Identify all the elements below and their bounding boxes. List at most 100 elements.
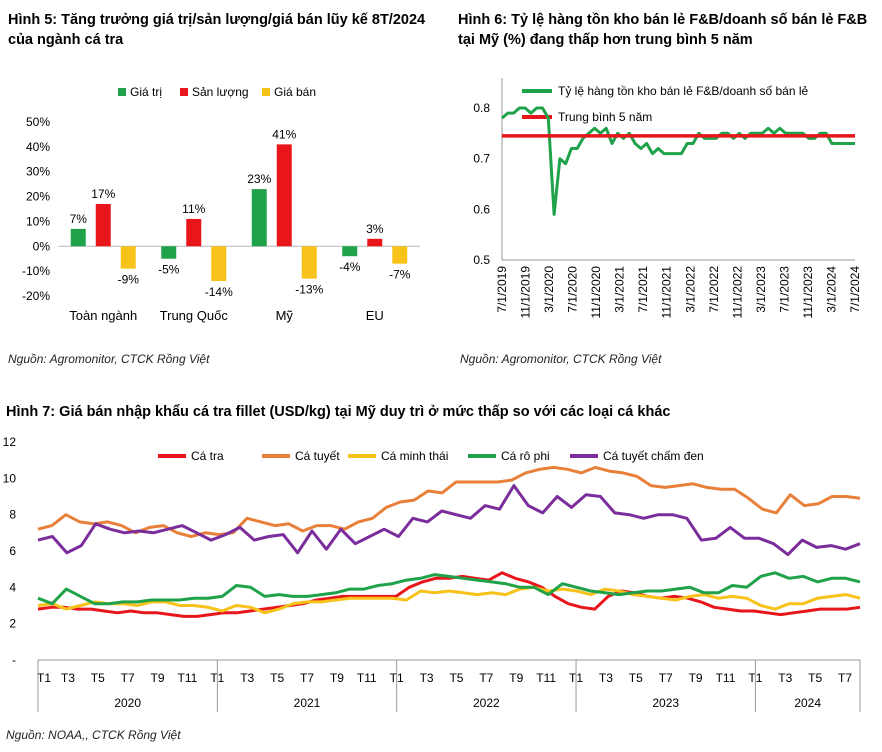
fig5-legend-swatch <box>118 88 126 96</box>
fig5-ytick: -20% <box>22 289 50 303</box>
fig5-ytick: -10% <box>22 264 50 278</box>
fig5-category-label: Mỹ <box>276 308 294 323</box>
fig7-series-line <box>37 484 861 557</box>
fig7-xtick: T11 <box>357 671 377 685</box>
fig7-legend-label: Cá minh thái <box>381 449 448 463</box>
fig5-bar <box>120 246 136 269</box>
fig6-xtick: 3/1/2021 <box>613 266 627 313</box>
fig5-bar <box>211 246 227 282</box>
fig6-xtick: 7/1/2024 <box>848 266 862 313</box>
fig6-ytick: 0.8 <box>473 101 490 115</box>
fig7-legend-label: Cá tra <box>191 449 224 463</box>
fig7-xtick: T9 <box>509 671 523 685</box>
fig7-xtick: T5 <box>91 671 105 685</box>
fig5-bar <box>186 218 202 247</box>
fig7-xtick: T9 <box>151 671 165 685</box>
fig6-xtick: 11/1/2020 <box>589 266 603 319</box>
fig5-title: Hình 5: Tăng trưởng giá trị/sản lượng/gi… <box>8 12 426 48</box>
fig5-legend-swatch <box>262 88 270 96</box>
fig6-source: Nguồn: Agromonitor, CTCK Rồng Việt <box>460 352 662 366</box>
fig6-ratio-line <box>501 106 855 216</box>
fig7-series-line <box>37 585 861 615</box>
fig6-xtick: 7/1/2021 <box>636 266 650 313</box>
fig5-value-label: 41% <box>272 127 296 141</box>
fig6-ytick: 0.7 <box>473 152 490 166</box>
fig6-xtick: 7/1/2019 <box>495 266 509 313</box>
fig5-category-label: Toàn ngành <box>69 308 137 323</box>
fig5-ytick: 20% <box>26 190 50 204</box>
fig5-ytick: 10% <box>26 214 50 228</box>
fig5-value-label: -5% <box>158 263 180 277</box>
fig5-value-label: -9% <box>118 273 140 287</box>
fig5-value-label: 23% <box>247 172 271 186</box>
fig7-legend-label: Cá tuyết chấm đen <box>603 449 704 463</box>
fig6-xtick: 3/1/2020 <box>542 266 556 313</box>
fig7-year-label: 2023 <box>652 696 679 710</box>
fig7-xtick: T1 <box>37 671 51 685</box>
fig7-series-line <box>37 571 861 618</box>
fig7-xtick: T3 <box>778 671 792 685</box>
fig5-bar <box>276 144 292 247</box>
fig6-xtick: 3/1/2022 <box>683 266 697 313</box>
fig6-xtick: 7/1/2022 <box>707 266 721 313</box>
fig7-xtick: T11 <box>178 671 198 685</box>
fig7-year-label: 2022 <box>473 696 500 710</box>
fig5-ytick: 40% <box>26 140 50 154</box>
fig7-series-line <box>37 571 861 606</box>
fig5-bar <box>70 228 86 247</box>
fig7-xtick: T3 <box>420 671 434 685</box>
fig6-xtick: 3/1/2023 <box>754 266 768 313</box>
fig7-source: Nguồn: NOAA,, CTCK Rồng Việt <box>6 728 181 742</box>
fig5-value-label: 7% <box>70 212 88 226</box>
fig5-legend-label: Giá trị <box>130 85 162 99</box>
fig7-xtick: T3 <box>61 671 75 685</box>
fig7-xtick: T5 <box>808 671 822 685</box>
fig5-value-label: -14% <box>205 285 233 299</box>
fig7-xtick: T5 <box>629 671 643 685</box>
fig7-xtick: T5 <box>449 671 463 685</box>
fig7-ytick: 6 <box>9 544 16 558</box>
fig6-ytick: 0.6 <box>473 202 490 216</box>
fig6-title: Hình 6: Tỷ lệ hàng tồn kho bán lẻ F&B/do… <box>458 12 868 48</box>
fig6-legend-label: Trung bình 5 năm <box>558 110 652 124</box>
fig6-xtick: 11/1/2022 <box>730 266 744 319</box>
fig7-xtick: T9 <box>330 671 344 685</box>
fig7-series-line <box>37 465 861 538</box>
fig5-ytick: 0% <box>33 239 51 253</box>
fig7-xtick: T11 <box>716 671 736 685</box>
fig5-legend-label: Sản lượng <box>192 85 249 99</box>
fig6-xtick: 3/1/2024 <box>824 266 838 313</box>
fig7-ytick: 8 <box>9 508 16 522</box>
fig5-legend-swatch <box>180 88 188 96</box>
fig5-bar <box>367 238 383 247</box>
fig6-xtick: 11/1/2019 <box>519 266 533 319</box>
fig6-xtick: 7/1/2020 <box>566 266 580 313</box>
fig5-category-label: Trung Quốc <box>160 308 229 323</box>
fig5-source: Nguồn: Agromonitor, CTCK Rồng Việt <box>8 352 210 366</box>
fig6-ytick: 0.5 <box>473 253 490 267</box>
fig6-chart: 0.8 0.7 0.6 0.5 Tỷ lệ hàng tồn kho bán lẻ F&… <box>473 78 862 319</box>
fig5-bar <box>342 246 358 257</box>
fig7-ytick: 12 <box>3 435 17 449</box>
fig5-value-label: 17% <box>91 187 115 201</box>
fig5-category-label: EU <box>366 308 384 323</box>
fig7-legend-label: Cá tuyết <box>295 449 340 463</box>
fig5-value-label: -7% <box>389 268 411 282</box>
fig5-bar <box>161 246 177 259</box>
fig7-xtick: T11 <box>536 671 556 685</box>
fig5-value-label: 11% <box>182 202 205 216</box>
fig5-bar <box>301 246 317 279</box>
fig5-bar <box>251 189 267 247</box>
fig7-xtick: T7 <box>838 671 852 685</box>
fig5-chart: 50% 40% 30% 20% 10% 0% -10% -20% Giá trị Sản lượn… <box>22 85 420 323</box>
fig5-ytick: 50% <box>26 115 50 129</box>
fig6-xtick: 7/1/2023 <box>777 266 791 313</box>
fig7-ytick: - <box>12 653 16 667</box>
fig5-value-label: 3% <box>366 222 384 236</box>
fig5-legend-label: Giá bán <box>274 85 316 99</box>
fig5-bar <box>392 246 408 264</box>
fig7-chart: 12 10 8 6 4 2 - Cá tra Cá tuyết Cá minh thái Cá rô… <box>3 435 861 712</box>
fig5-value-label: -4% <box>339 260 361 274</box>
fig7-xtick: T7 <box>479 671 493 685</box>
fig5-value-label: -13% <box>295 283 323 297</box>
